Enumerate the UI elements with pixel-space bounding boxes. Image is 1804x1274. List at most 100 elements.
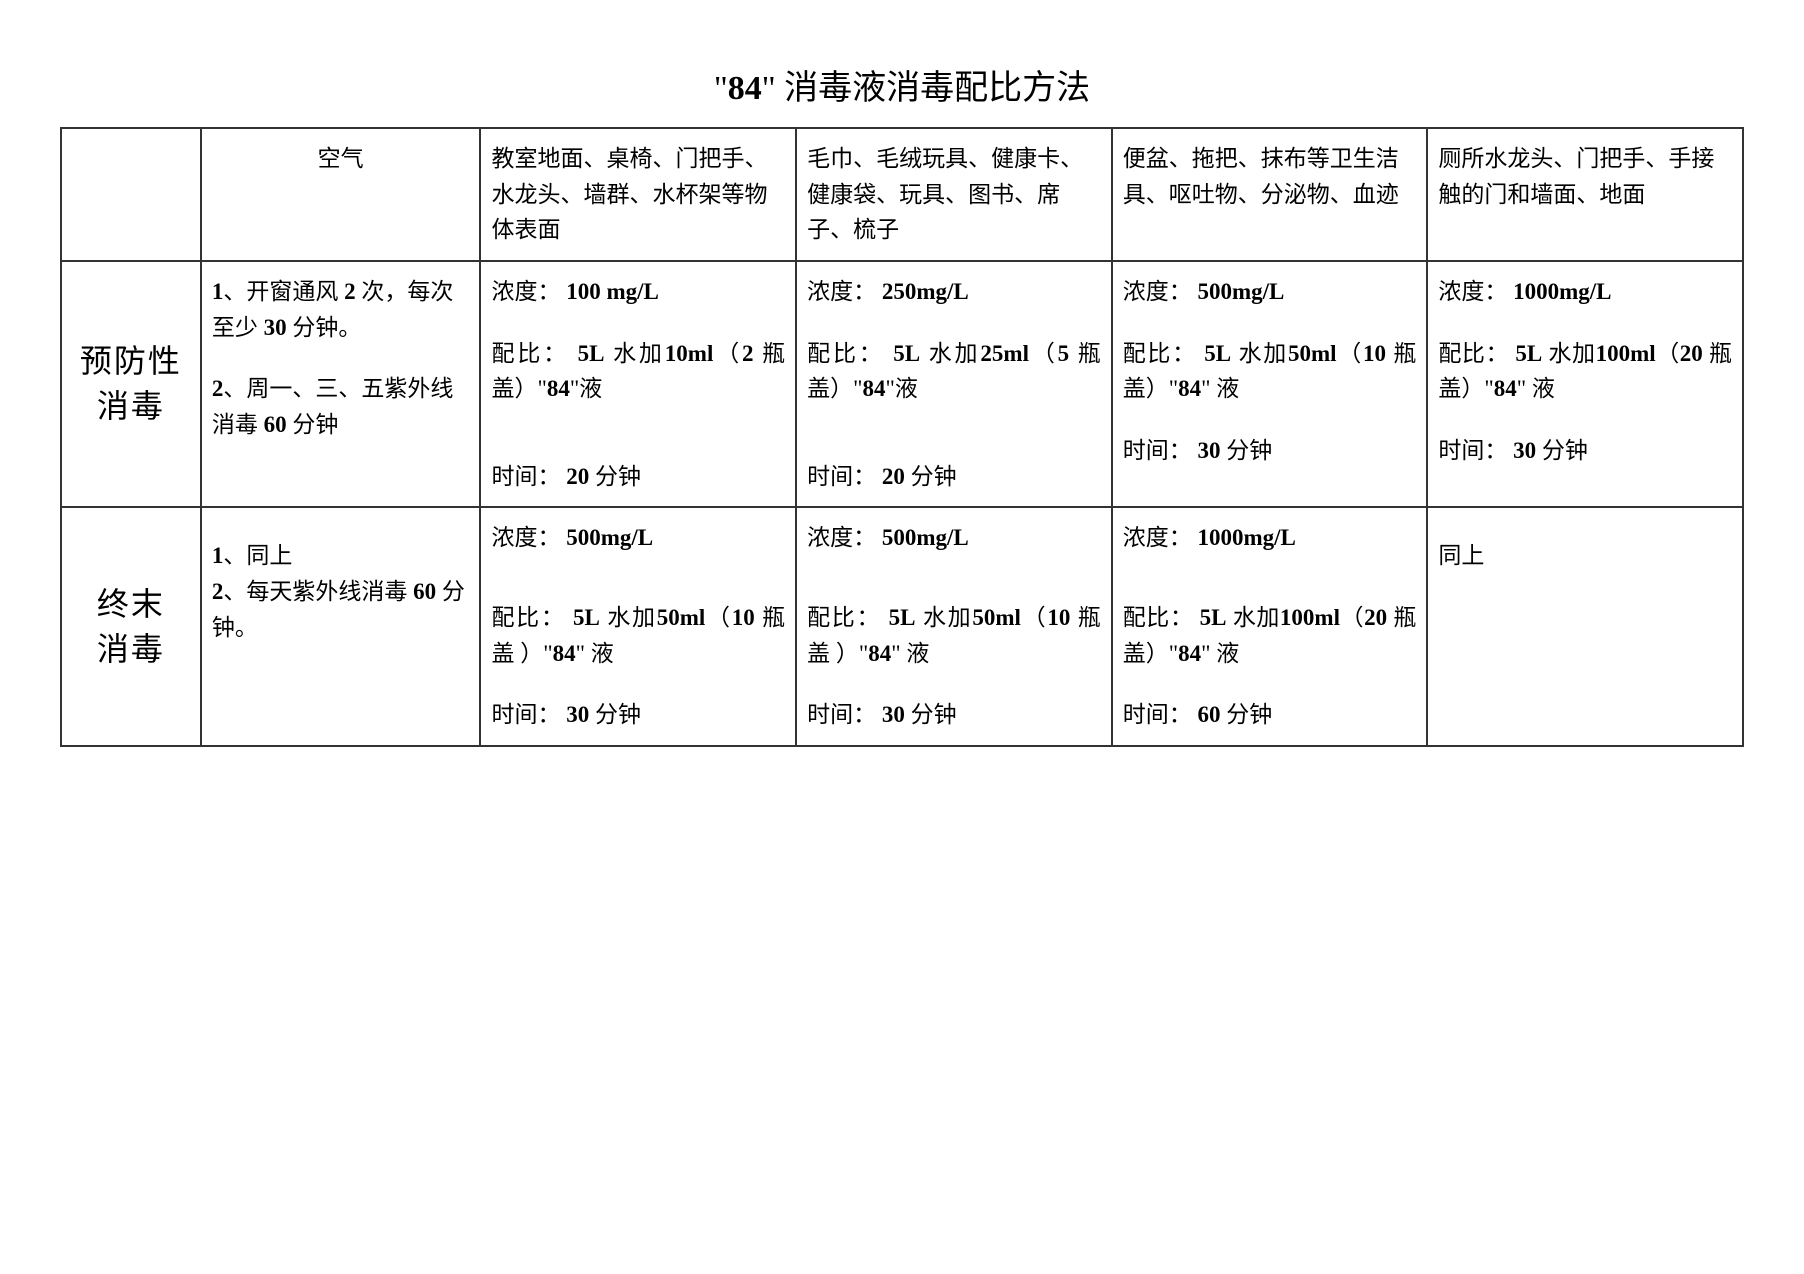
p-c1-r-l: 配比：	[491, 341, 569, 366]
p-c3-r-v1: 5L	[1204, 341, 1231, 366]
p-c2-r-t1: 水加	[920, 341, 980, 366]
p-c1-r-v3: 2	[742, 341, 754, 366]
air-p2-t2: 分钟	[287, 412, 339, 437]
t-c1-r-v2: 50ml	[657, 605, 706, 630]
air-p2-num: 2	[212, 376, 224, 401]
t-c1-r-t1: 水加	[600, 605, 657, 630]
terminal-c2: 浓度： 500mg/L 配比： 5L 水加50ml（10 瓶盖 ）"84" 液 …	[796, 507, 1112, 746]
p-c3-r-v4: 84	[1178, 376, 1201, 401]
t-air-p1-num: 1	[212, 543, 224, 568]
t-c3-r-v1: 5L	[1200, 605, 1227, 630]
p-c4-t-l: 时间：	[1438, 438, 1507, 463]
p-c1-r-v1: 5L	[578, 341, 605, 366]
t-c3-r-t2: （	[1340, 605, 1364, 630]
t-c3-r-t4: " 液	[1201, 641, 1239, 666]
t-c1-r-v4: 84	[553, 641, 576, 666]
p-c3-r-l: 配比：	[1123, 341, 1197, 366]
p-c1-r-v2: 10ml	[665, 341, 714, 366]
t-c1-conc-l: 浓度：	[491, 525, 560, 550]
t-c2-conc-l: 浓度：	[807, 525, 876, 550]
p-c4-r-v1: 5L	[1515, 341, 1542, 366]
t-c3-conc-l: 浓度：	[1123, 525, 1192, 550]
terminal-c1: 浓度： 500mg/L 配比： 5L 水加50ml（10 瓶盖 ）"84" 液 …	[480, 507, 796, 746]
air-p1-num: 1	[212, 279, 224, 304]
p-c2-r-t4: "液	[886, 376, 918, 401]
p-c4-r-v3: 20	[1680, 341, 1703, 366]
t-c2-conc-v: 500mg/L	[882, 525, 969, 550]
terminal-c4: 同上	[1427, 507, 1743, 746]
disinfect-table: 空气 教室地面、桌椅、门把手、水龙头、墙群、水杯架等物体表面 毛巾、毛绒玩具、健…	[60, 127, 1744, 747]
p-c3-t-u: 分钟	[1220, 438, 1272, 463]
p-c3-r-t2: （	[1337, 341, 1363, 366]
header-blank	[61, 128, 201, 261]
p-c1-conc-v: 100 mg/L	[566, 279, 659, 304]
p-c4-r-t4: " 液	[1517, 376, 1555, 401]
t-air-p2-v: 60	[413, 579, 436, 604]
t-c1-t-u: 分钟	[589, 702, 641, 727]
t-c1-r-t4: " 液	[576, 641, 614, 666]
air-p1-v1: 2	[344, 279, 356, 304]
p-c2-t-v: 20	[882, 464, 905, 489]
t-c1-t-v: 30	[566, 702, 589, 727]
t-c2-r-v3: 10	[1047, 605, 1070, 630]
header-air: 空气	[201, 128, 481, 261]
page-title: "84" 消毒液消毒配比方法	[60, 60, 1744, 109]
t-air-p1-t: 、同上	[223, 543, 292, 568]
t-air-p2-num: 2	[212, 579, 224, 604]
p-c1-t-l: 时间：	[491, 464, 560, 489]
p-c3-r-t4: " 液	[1201, 376, 1239, 401]
p-c1-t-u: 分钟	[589, 464, 641, 489]
p-c2-r-l: 配比：	[807, 341, 885, 366]
p-c1-r-t2: （	[713, 341, 742, 366]
p-c4-r-v2: 100ml	[1596, 341, 1656, 366]
terminal-air: 1、同上 2、每天紫外线消毒 60 分钟。	[201, 507, 481, 746]
terminal-row: 终末消毒 1、同上 2、每天紫外线消毒 60 分钟。 浓度： 500mg/L 配…	[61, 507, 1743, 746]
terminal-label: 终末消毒	[61, 507, 201, 746]
t-c2-r-t2: （	[1021, 605, 1047, 630]
t-c2-r-v4: 84	[868, 641, 891, 666]
terminal-c3: 浓度： 1000mg/L 配比： 5L 水加100ml（20 瓶盖）"84" 液…	[1112, 507, 1428, 746]
p-c2-conc-v: 250mg/L	[882, 279, 969, 304]
preventive-row: 预防性消毒 1、开窗通风 2 次，每次至少 30 分钟。 2、周一、三、五紫外线…	[61, 261, 1743, 508]
preventive-c4: 浓度： 1000mg/L 配比： 5L 水加100ml（20 瓶盖）"84" 液…	[1427, 261, 1743, 508]
t-c2-t-v: 30	[882, 702, 905, 727]
t-c1-conc-v: 500mg/L	[566, 525, 653, 550]
p-c3-conc-v: 500mg/L	[1197, 279, 1284, 304]
preventive-c1: 浓度： 100 mg/L 配比： 5L 水加10ml（2 瓶盖）"84"液 时间…	[480, 261, 796, 508]
t-c2-r-v1: 5L	[889, 605, 916, 630]
p-c2-conc-l: 浓度：	[807, 279, 876, 304]
header-col2: 毛巾、毛绒玩具、健康卡、健康袋、玩具、图书、席子、梳子	[796, 128, 1112, 261]
t-c1-r-t2: （	[705, 605, 731, 630]
t-c3-t-v: 60	[1197, 702, 1220, 727]
p-c3-conc-l: 浓度：	[1123, 279, 1192, 304]
p-c1-r-v4: 84	[547, 376, 570, 401]
p-c4-conc-v: 1000mg/L	[1513, 279, 1611, 304]
p-c2-t-l: 时间：	[807, 464, 876, 489]
p-c3-t-l: 时间：	[1123, 438, 1192, 463]
p-c4-r-t2: （	[1656, 341, 1680, 366]
t-c3-r-t1: 水加	[1227, 605, 1280, 630]
t-c2-r-t4: " 液	[891, 641, 929, 666]
p-c1-r-t4: "液	[570, 376, 602, 401]
p-c2-r-v1: 5L	[893, 341, 920, 366]
preventive-label: 预防性消毒	[61, 261, 201, 508]
t-c1-t-l: 时间：	[491, 702, 560, 727]
air-p1-v2: 30	[264, 315, 287, 340]
t-c2-r-l: 配比：	[807, 605, 881, 630]
p-c3-r-v3: 10	[1363, 341, 1386, 366]
p-c3-r-t1: 水加	[1231, 341, 1288, 366]
t-c2-t-l: 时间：	[807, 702, 876, 727]
header-col1: 教室地面、桌椅、门把手、水龙头、墙群、水杯架等物体表面	[480, 128, 796, 261]
air-p2-v1: 60	[264, 412, 287, 437]
title-text: " 消毒液消毒配比方法	[762, 70, 1090, 107]
header-col4: 厕所水龙头、门把手、手接触的门和墙面、地面	[1427, 128, 1743, 261]
p-c1-t-v: 20	[566, 464, 589, 489]
t-c3-r-v4: 84	[1178, 641, 1201, 666]
t-c2-r-t1: 水加	[916, 605, 973, 630]
p-c2-t-u: 分钟	[905, 464, 957, 489]
t-c3-r-v2: 100ml	[1280, 605, 1340, 630]
t-c2-t-u: 分钟	[905, 702, 957, 727]
header-col3: 便盆、拖把、抹布等卫生洁具、呕吐物、分泌物、血迹	[1112, 128, 1428, 261]
t-c3-t-l: 时间：	[1123, 702, 1192, 727]
title-84: 84	[728, 70, 762, 107]
